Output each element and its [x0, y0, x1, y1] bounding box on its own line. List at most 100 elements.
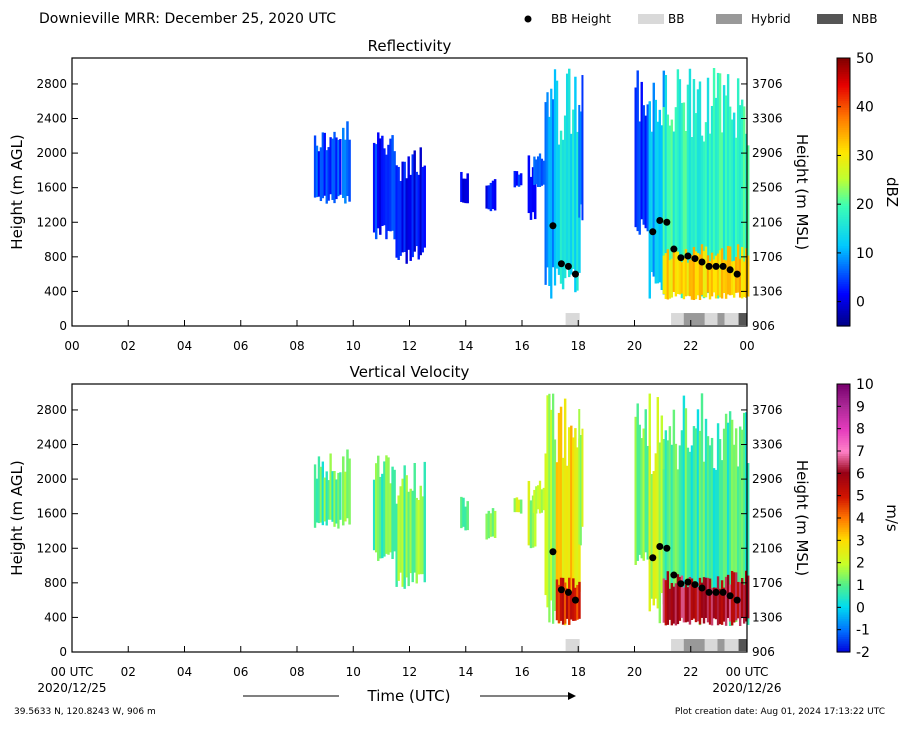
- colorbar-slice: [837, 435, 850, 439]
- colorbar-slice: [837, 102, 850, 106]
- y-tick-label-right: 1706: [752, 576, 783, 590]
- colorbar-slice: [837, 95, 850, 99]
- echo-streak: [674, 583, 678, 626]
- bb-height-point: [656, 543, 664, 551]
- colorbar-slice: [837, 129, 850, 133]
- x-tick-label: 12: [402, 665, 417, 679]
- echo-streak: [383, 461, 386, 557]
- echo-streak: [670, 444, 674, 625]
- colorbar-slice: [837, 560, 850, 564]
- colorbar-slice: [837, 589, 850, 593]
- colorbar-slice: [837, 267, 850, 271]
- echo-streak: [698, 430, 702, 626]
- colorbar-slice: [837, 292, 850, 296]
- echo-streak: [688, 68, 692, 271]
- echo-streak: [572, 109, 575, 269]
- colorbar-slice: [837, 82, 850, 86]
- echo-streak: [712, 259, 716, 293]
- echo-streak: [555, 462, 559, 609]
- echo-streak: [327, 480, 330, 520]
- echo-streak: [405, 475, 408, 578]
- y-tick-label: 1200: [36, 541, 67, 555]
- colorbar-slice: [837, 254, 850, 258]
- echo-streak: [531, 495, 535, 548]
- echo-streak: [383, 148, 386, 226]
- echo-streak: [676, 574, 680, 625]
- echo-streak: [533, 156, 536, 185]
- echo-streak: [546, 395, 549, 608]
- echo-streak: [557, 144, 561, 275]
- bb-class-bar: [565, 639, 747, 651]
- y-tick-label: 2400: [36, 438, 67, 452]
- echo-streak: [542, 160, 545, 185]
- echo-streak: [640, 438, 643, 559]
- bb-height-point: [684, 578, 692, 586]
- echo-streak: [315, 145, 319, 198]
- colorbar-slice: [837, 640, 850, 644]
- colorbar-slice: [837, 605, 850, 608]
- colorbar-slice: [837, 252, 850, 256]
- colorbar-slice: [837, 417, 850, 421]
- colorbar-slice: [837, 408, 850, 412]
- colorbar-slice: [837, 475, 850, 479]
- echo-streak: [718, 250, 722, 298]
- echo-streak: [672, 131, 676, 288]
- echo-streak: [561, 577, 565, 625]
- colorbar-slice: [837, 270, 850, 273]
- colorbar-slice: [837, 209, 850, 213]
- echo-streak: [329, 453, 332, 520]
- x-tick-label: 10: [346, 665, 361, 679]
- colorbar-slice: [837, 116, 850, 119]
- echo-streak: [466, 173, 469, 204]
- colorbar-slice: [837, 395, 850, 398]
- colorbar-slice: [837, 80, 850, 84]
- echo-streak: [531, 167, 535, 213]
- x-tick-label: 14: [458, 339, 473, 353]
- colorbar-slice: [837, 250, 850, 253]
- x-tick-label: 00: [739, 339, 754, 353]
- echo-streak: [720, 248, 724, 299]
- colorbar-slice: [837, 314, 850, 318]
- colorbar-slice: [837, 504, 850, 508]
- colorbar-slice: [837, 631, 850, 635]
- echo-streak: [540, 158, 544, 186]
- echo-streak: [744, 248, 748, 298]
- colorbar-slice: [837, 415, 850, 419]
- echo-streak: [517, 499, 521, 513]
- echo-streak: [423, 461, 426, 583]
- y-axis-label: Height (m AGL): [8, 460, 26, 575]
- x-tick-label: 00: [64, 339, 79, 353]
- echo-streak: [565, 465, 569, 610]
- echo-streak: [485, 513, 488, 540]
- echo-streak: [557, 412, 561, 624]
- echo-streak: [579, 435, 582, 546]
- echo-streak: [576, 131, 579, 291]
- y-tick-label: 0: [59, 645, 67, 659]
- echo-streak: [736, 244, 740, 293]
- echo-streak: [678, 258, 682, 295]
- bb-height-point: [670, 245, 678, 253]
- echo-streak: [678, 576, 682, 621]
- colorbar-slice: [837, 390, 850, 394]
- colorbar-slice: [837, 113, 850, 117]
- colorbar-slice: [837, 491, 850, 495]
- legend-label: Hybrid: [751, 12, 791, 26]
- colorbar-slice: [837, 145, 850, 148]
- colorbar-slice: [837, 643, 850, 646]
- echo-streak: [652, 82, 655, 277]
- colorbar-frame: [836, 57, 851, 327]
- colorbar-slice: [837, 156, 850, 160]
- echo-streak: [680, 102, 684, 299]
- bb-class-bb: [704, 313, 718, 325]
- echo-streak: [730, 119, 734, 282]
- echo-streak: [321, 132, 325, 199]
- colorbar-tick-label: 2: [856, 556, 865, 572]
- echo-streak: [680, 262, 684, 294]
- echo-streak: [572, 437, 575, 617]
- colorbar-slice: [837, 600, 850, 604]
- echo-streak: [323, 477, 326, 522]
- echo-streak: [570, 591, 573, 620]
